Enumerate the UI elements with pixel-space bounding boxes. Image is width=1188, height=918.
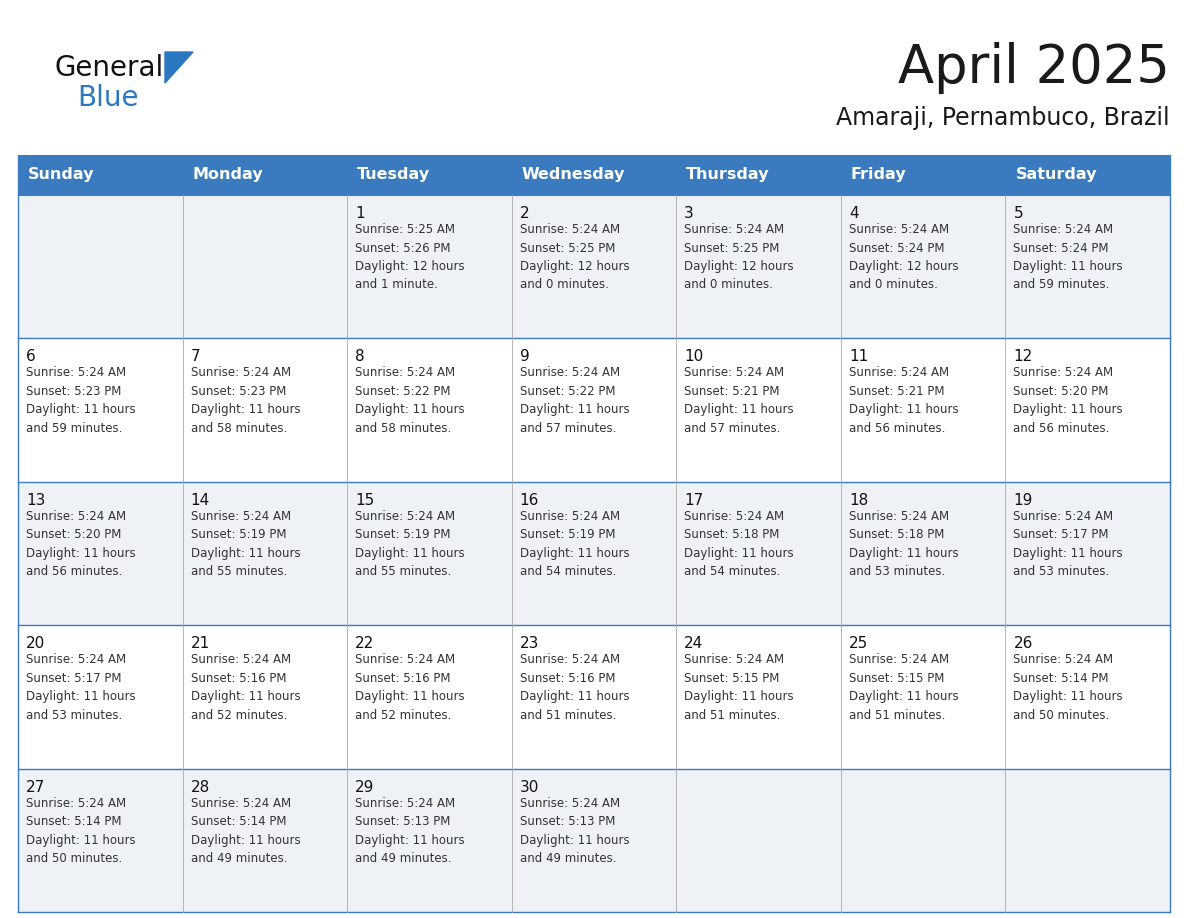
- Text: 8: 8: [355, 350, 365, 364]
- Text: 2: 2: [519, 206, 530, 221]
- Text: Sunrise: 5:24 AM
Sunset: 5:19 PM
Daylight: 11 hours
and 54 minutes.: Sunrise: 5:24 AM Sunset: 5:19 PM Dayligh…: [519, 509, 630, 578]
- Text: 15: 15: [355, 493, 374, 508]
- Text: 19: 19: [1013, 493, 1032, 508]
- Text: Sunrise: 5:24 AM
Sunset: 5:23 PM
Daylight: 11 hours
and 59 minutes.: Sunrise: 5:24 AM Sunset: 5:23 PM Dayligh…: [26, 366, 135, 435]
- Text: Thursday: Thursday: [687, 167, 770, 183]
- Bar: [18, 339, 1170, 482]
- Text: General: General: [55, 54, 164, 82]
- Bar: [841, 155, 1005, 195]
- Text: 1: 1: [355, 206, 365, 221]
- Text: Monday: Monday: [192, 167, 264, 183]
- Text: Tuesday: Tuesday: [358, 167, 430, 183]
- Text: Sunrise: 5:24 AM
Sunset: 5:14 PM
Daylight: 11 hours
and 49 minutes.: Sunrise: 5:24 AM Sunset: 5:14 PM Dayligh…: [190, 797, 301, 865]
- Text: Sunrise: 5:24 AM
Sunset: 5:15 PM
Daylight: 11 hours
and 51 minutes.: Sunrise: 5:24 AM Sunset: 5:15 PM Dayligh…: [684, 654, 794, 722]
- Text: 25: 25: [849, 636, 868, 651]
- Text: Saturday: Saturday: [1016, 167, 1097, 183]
- Text: Sunrise: 5:24 AM
Sunset: 5:19 PM
Daylight: 11 hours
and 55 minutes.: Sunrise: 5:24 AM Sunset: 5:19 PM Dayligh…: [190, 509, 301, 578]
- Text: 13: 13: [26, 493, 45, 508]
- Text: Sunrise: 5:24 AM
Sunset: 5:22 PM
Daylight: 11 hours
and 58 minutes.: Sunrise: 5:24 AM Sunset: 5:22 PM Dayligh…: [355, 366, 465, 435]
- Text: Sunrise: 5:24 AM
Sunset: 5:21 PM
Daylight: 11 hours
and 56 minutes.: Sunrise: 5:24 AM Sunset: 5:21 PM Dayligh…: [849, 366, 959, 435]
- Text: 9: 9: [519, 350, 530, 364]
- Text: Sunrise: 5:24 AM
Sunset: 5:13 PM
Daylight: 11 hours
and 49 minutes.: Sunrise: 5:24 AM Sunset: 5:13 PM Dayligh…: [519, 797, 630, 865]
- Text: Sunrise: 5:24 AM
Sunset: 5:24 PM
Daylight: 11 hours
and 59 minutes.: Sunrise: 5:24 AM Sunset: 5:24 PM Dayligh…: [1013, 223, 1123, 292]
- Text: 17: 17: [684, 493, 703, 508]
- Text: Sunrise: 5:24 AM
Sunset: 5:20 PM
Daylight: 11 hours
and 56 minutes.: Sunrise: 5:24 AM Sunset: 5:20 PM Dayligh…: [1013, 366, 1123, 435]
- Bar: [347, 155, 512, 195]
- Text: 14: 14: [190, 493, 210, 508]
- Bar: [18, 625, 1170, 768]
- Text: Sunrise: 5:24 AM
Sunset: 5:17 PM
Daylight: 11 hours
and 53 minutes.: Sunrise: 5:24 AM Sunset: 5:17 PM Dayligh…: [26, 654, 135, 722]
- Text: Sunrise: 5:24 AM
Sunset: 5:14 PM
Daylight: 11 hours
and 50 minutes.: Sunrise: 5:24 AM Sunset: 5:14 PM Dayligh…: [26, 797, 135, 865]
- Text: 12: 12: [1013, 350, 1032, 364]
- Bar: [18, 482, 1170, 625]
- Text: 11: 11: [849, 350, 868, 364]
- Bar: [18, 768, 1170, 912]
- Text: Sunrise: 5:24 AM
Sunset: 5:14 PM
Daylight: 11 hours
and 50 minutes.: Sunrise: 5:24 AM Sunset: 5:14 PM Dayligh…: [1013, 654, 1123, 722]
- Text: Sunrise: 5:24 AM
Sunset: 5:24 PM
Daylight: 12 hours
and 0 minutes.: Sunrise: 5:24 AM Sunset: 5:24 PM Dayligh…: [849, 223, 959, 292]
- Bar: [18, 155, 183, 195]
- Text: Sunrise: 5:24 AM
Sunset: 5:20 PM
Daylight: 11 hours
and 56 minutes.: Sunrise: 5:24 AM Sunset: 5:20 PM Dayligh…: [26, 509, 135, 578]
- Text: Sunrise: 5:24 AM
Sunset: 5:16 PM
Daylight: 11 hours
and 52 minutes.: Sunrise: 5:24 AM Sunset: 5:16 PM Dayligh…: [355, 654, 465, 722]
- Text: 18: 18: [849, 493, 868, 508]
- Text: 23: 23: [519, 636, 539, 651]
- Text: Sunrise: 5:24 AM
Sunset: 5:16 PM
Daylight: 11 hours
and 51 minutes.: Sunrise: 5:24 AM Sunset: 5:16 PM Dayligh…: [519, 654, 630, 722]
- Text: 29: 29: [355, 779, 374, 795]
- Text: 6: 6: [26, 350, 36, 364]
- Text: 30: 30: [519, 779, 539, 795]
- Text: 4: 4: [849, 206, 859, 221]
- Polygon shape: [165, 52, 192, 83]
- Text: Sunrise: 5:24 AM
Sunset: 5:17 PM
Daylight: 11 hours
and 53 minutes.: Sunrise: 5:24 AM Sunset: 5:17 PM Dayligh…: [1013, 509, 1123, 578]
- Bar: [512, 155, 676, 195]
- Text: Sunrise: 5:24 AM
Sunset: 5:25 PM
Daylight: 12 hours
and 0 minutes.: Sunrise: 5:24 AM Sunset: 5:25 PM Dayligh…: [684, 223, 794, 292]
- Text: Sunrise: 5:24 AM
Sunset: 5:25 PM
Daylight: 12 hours
and 0 minutes.: Sunrise: 5:24 AM Sunset: 5:25 PM Dayligh…: [519, 223, 630, 292]
- Text: 22: 22: [355, 636, 374, 651]
- Bar: [1005, 155, 1170, 195]
- Text: 28: 28: [190, 779, 210, 795]
- Text: Friday: Friday: [851, 167, 906, 183]
- Text: 10: 10: [684, 350, 703, 364]
- Text: Sunrise: 5:25 AM
Sunset: 5:26 PM
Daylight: 12 hours
and 1 minute.: Sunrise: 5:25 AM Sunset: 5:26 PM Dayligh…: [355, 223, 465, 292]
- Text: Sunrise: 5:24 AM
Sunset: 5:15 PM
Daylight: 11 hours
and 51 minutes.: Sunrise: 5:24 AM Sunset: 5:15 PM Dayligh…: [849, 654, 959, 722]
- Text: Sunrise: 5:24 AM
Sunset: 5:21 PM
Daylight: 11 hours
and 57 minutes.: Sunrise: 5:24 AM Sunset: 5:21 PM Dayligh…: [684, 366, 794, 435]
- Text: 26: 26: [1013, 636, 1032, 651]
- Text: 21: 21: [190, 636, 210, 651]
- Text: 5: 5: [1013, 206, 1023, 221]
- Text: 3: 3: [684, 206, 694, 221]
- Bar: [676, 155, 841, 195]
- Text: Blue: Blue: [77, 84, 139, 112]
- Text: 16: 16: [519, 493, 539, 508]
- Text: April 2025: April 2025: [898, 42, 1170, 94]
- Bar: [183, 155, 347, 195]
- Text: Sunrise: 5:24 AM
Sunset: 5:23 PM
Daylight: 11 hours
and 58 minutes.: Sunrise: 5:24 AM Sunset: 5:23 PM Dayligh…: [190, 366, 301, 435]
- Text: Sunrise: 5:24 AM
Sunset: 5:13 PM
Daylight: 11 hours
and 49 minutes.: Sunrise: 5:24 AM Sunset: 5:13 PM Dayligh…: [355, 797, 465, 865]
- Text: 27: 27: [26, 779, 45, 795]
- Text: Sunrise: 5:24 AM
Sunset: 5:18 PM
Daylight: 11 hours
and 53 minutes.: Sunrise: 5:24 AM Sunset: 5:18 PM Dayligh…: [849, 509, 959, 578]
- Text: Sunday: Sunday: [29, 167, 95, 183]
- Text: Sunrise: 5:24 AM
Sunset: 5:22 PM
Daylight: 11 hours
and 57 minutes.: Sunrise: 5:24 AM Sunset: 5:22 PM Dayligh…: [519, 366, 630, 435]
- Text: Amaraji, Pernambuco, Brazil: Amaraji, Pernambuco, Brazil: [836, 106, 1170, 130]
- Text: Sunrise: 5:24 AM
Sunset: 5:18 PM
Daylight: 11 hours
and 54 minutes.: Sunrise: 5:24 AM Sunset: 5:18 PM Dayligh…: [684, 509, 794, 578]
- Text: 20: 20: [26, 636, 45, 651]
- Text: Sunrise: 5:24 AM
Sunset: 5:16 PM
Daylight: 11 hours
and 52 minutes.: Sunrise: 5:24 AM Sunset: 5:16 PM Dayligh…: [190, 654, 301, 722]
- Text: 24: 24: [684, 636, 703, 651]
- Text: 7: 7: [190, 350, 201, 364]
- Text: Sunrise: 5:24 AM
Sunset: 5:19 PM
Daylight: 11 hours
and 55 minutes.: Sunrise: 5:24 AM Sunset: 5:19 PM Dayligh…: [355, 509, 465, 578]
- Text: Wednesday: Wednesday: [522, 167, 625, 183]
- Bar: [18, 195, 1170, 339]
